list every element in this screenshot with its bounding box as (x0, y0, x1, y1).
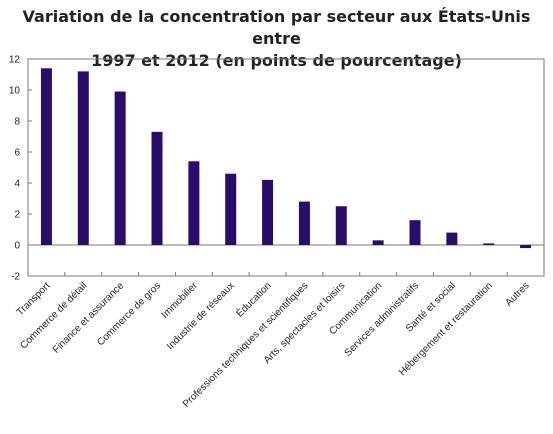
bar-5 (188, 161, 200, 245)
y-tick-label: 12 (9, 55, 21, 66)
bar-9 (335, 206, 347, 245)
x-tick-label: Industrie de réseaux (165, 280, 237, 352)
x-tick-label: Commerce de gros (95, 280, 163, 348)
x-tick-label: Éducation (233, 279, 274, 320)
plot-area-frame (27, 58, 545, 277)
x-tick-label: Services administratifs (343, 280, 422, 359)
bar-7 (262, 179, 274, 245)
bar-2 (77, 71, 89, 246)
chart-title-line-2: 1997 et 2012 (en points de pourcentage) (91, 51, 462, 70)
y-tick-label: 8 (14, 117, 20, 128)
y-tick-label: -2 (11, 272, 20, 283)
bar-1 (40, 68, 52, 245)
x-tick-label: Commerce de détail (18, 280, 89, 351)
x-tick-label: Finance et assurance (51, 280, 127, 356)
bar-13 (483, 243, 495, 245)
x-tick-label: Transport (15, 280, 53, 318)
x-tick-label: Autres (503, 280, 531, 308)
bar-10 (372, 240, 384, 245)
bar-12 (446, 232, 458, 245)
bar-3 (114, 91, 126, 245)
y-tick-label: 4 (14, 179, 20, 190)
y-tick-label: 6 (14, 148, 20, 159)
bar-14 (520, 245, 532, 249)
bar-4 (151, 131, 163, 245)
bar-11 (409, 220, 421, 245)
y-tick-label: 2 (14, 210, 20, 221)
bar-8 (298, 201, 310, 245)
chart-title: Variation de la concentration par secteu… (0, 6, 553, 72)
bar-6 (225, 173, 237, 245)
y-tick-label: 10 (9, 86, 21, 97)
chart-title-line-1: Variation de la concentration par secteu… (22, 7, 531, 48)
y-tick-label: 0 (14, 241, 20, 252)
